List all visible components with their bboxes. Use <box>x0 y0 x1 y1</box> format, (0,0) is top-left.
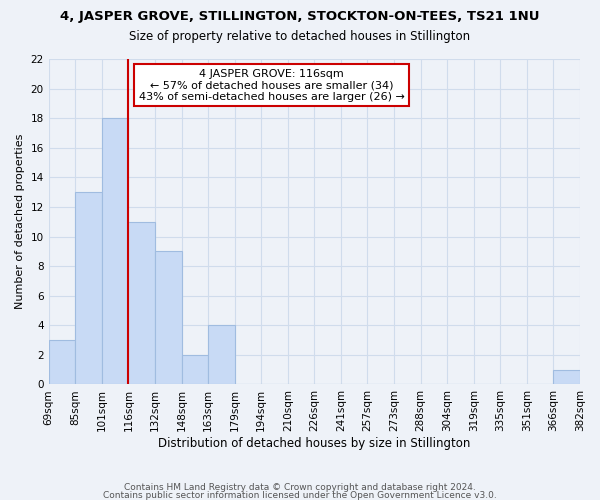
X-axis label: Distribution of detached houses by size in Stillington: Distribution of detached houses by size … <box>158 437 470 450</box>
Text: Size of property relative to detached houses in Stillington: Size of property relative to detached ho… <box>130 30 470 43</box>
Text: Contains public sector information licensed under the Open Government Licence v3: Contains public sector information licen… <box>103 491 497 500</box>
Y-axis label: Number of detached properties: Number of detached properties <box>15 134 25 310</box>
Bar <box>182 355 208 384</box>
Text: 4, JASPER GROVE, STILLINGTON, STOCKTON-ON-TEES, TS21 1NU: 4, JASPER GROVE, STILLINGTON, STOCKTON-O… <box>60 10 540 23</box>
Bar <box>49 340 75 384</box>
Bar <box>553 370 580 384</box>
Text: Contains HM Land Registry data © Crown copyright and database right 2024.: Contains HM Land Registry data © Crown c… <box>124 484 476 492</box>
Bar <box>128 222 155 384</box>
Bar <box>155 252 182 384</box>
Text: 4 JASPER GROVE: 116sqm
← 57% of detached houses are smaller (34)
43% of semi-det: 4 JASPER GROVE: 116sqm ← 57% of detached… <box>139 69 405 102</box>
Bar <box>75 192 102 384</box>
Bar <box>102 118 128 384</box>
Bar <box>208 326 235 384</box>
